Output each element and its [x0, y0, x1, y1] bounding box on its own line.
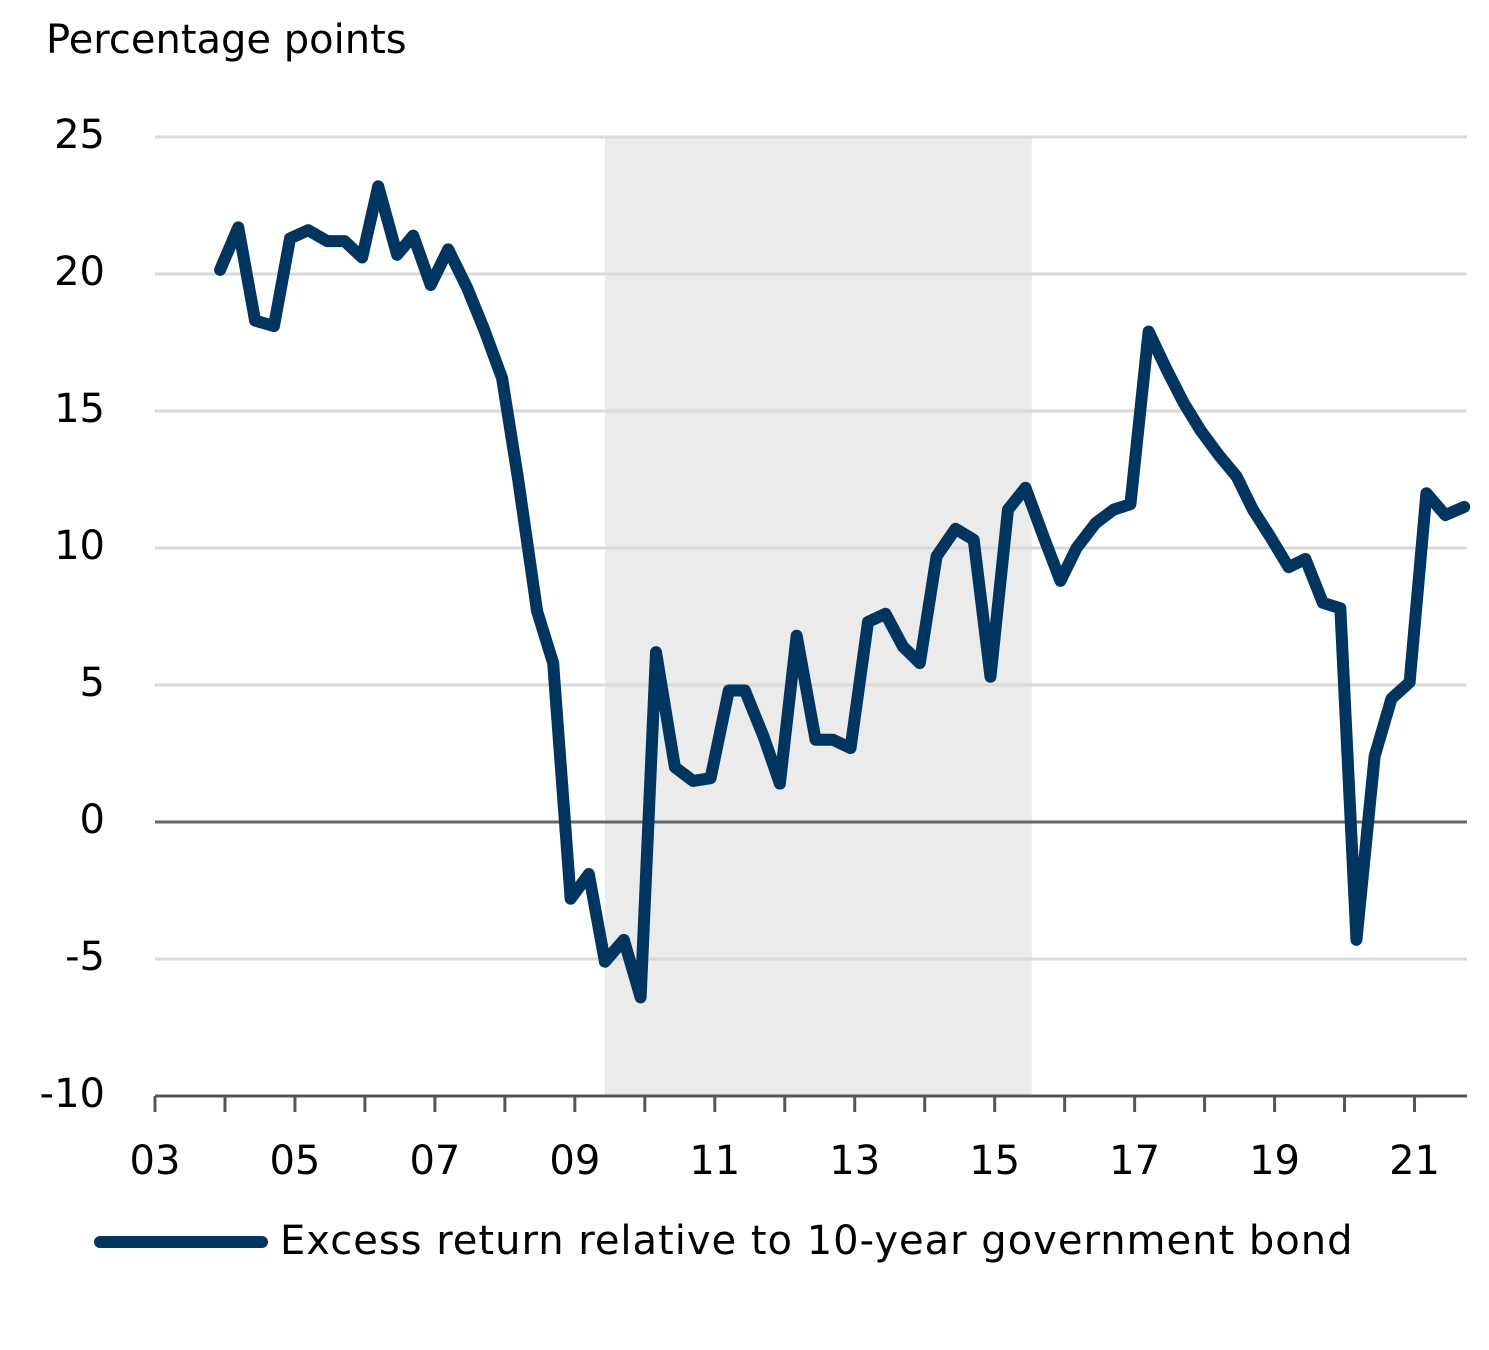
y-tick-label: 20 [54, 249, 105, 295]
x-tick-label: 15 [969, 1138, 1020, 1184]
y-tick-label: 15 [54, 386, 105, 432]
y-tick-label: 10 [54, 523, 105, 569]
x-tick-label: 05 [269, 1138, 320, 1184]
y-axis-label: Percentage points [46, 17, 407, 63]
x-tick-label: 07 [409, 1138, 460, 1184]
x-tick-label: 17 [1109, 1138, 1160, 1184]
y-tick-label: 0 [80, 797, 105, 843]
x-tick-label: 09 [549, 1138, 600, 1184]
x-tick-label: 03 [130, 1138, 181, 1184]
x-tick-label: 13 [829, 1138, 880, 1184]
y-tick-label: 5 [80, 660, 105, 706]
x-tick-label: 11 [689, 1138, 740, 1184]
y-tick-label: 25 [54, 112, 105, 158]
legend-label: Excess return relative to 10-year govern… [280, 1218, 1354, 1264]
x-tick-label: 19 [1249, 1138, 1300, 1184]
data-line [214, 180, 1471, 1004]
y-tick-label: -5 [65, 934, 105, 980]
y-tick-label: -10 [40, 1071, 105, 1117]
x-tick-label: 21 [1389, 1138, 1440, 1184]
shaded-period [604, 137, 1032, 1096]
